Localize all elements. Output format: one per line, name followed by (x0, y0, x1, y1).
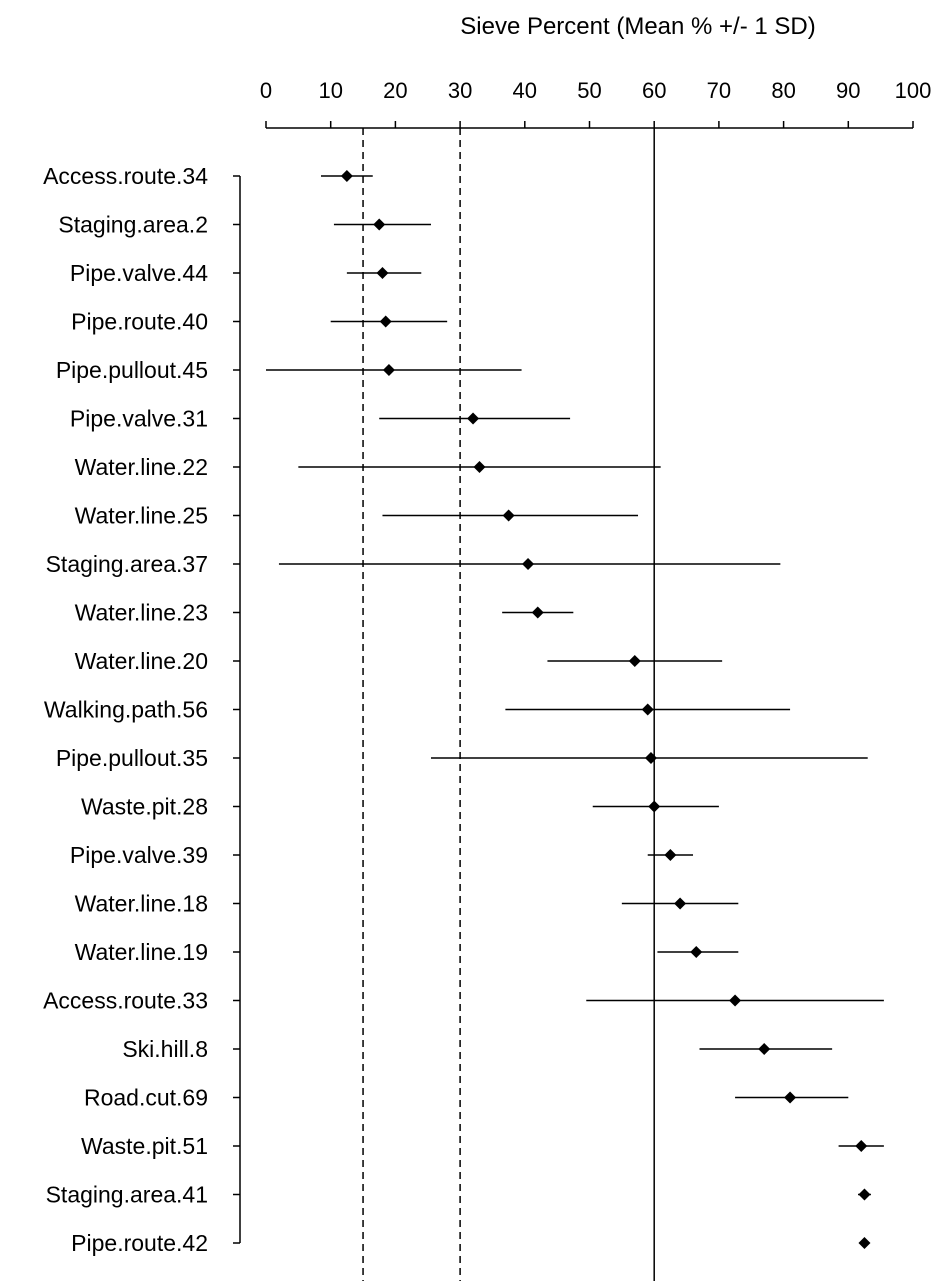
x-tick-label: 70 (707, 78, 731, 103)
category-label: Water.line.23 (75, 600, 208, 626)
category-label: Waste.pit.51 (81, 1133, 208, 1159)
category-label: Walking.path.56 (44, 697, 208, 723)
category-label: Staging.area.41 (46, 1182, 208, 1208)
mean-marker (473, 461, 486, 473)
mean-marker (674, 897, 687, 910)
mean-marker (641, 703, 654, 716)
mean-marker (784, 1091, 797, 1104)
mean-marker (340, 170, 353, 182)
x-tick-label: 0 (260, 78, 272, 103)
data-series (266, 170, 884, 1249)
mean-marker (855, 1140, 868, 1152)
mean-marker (379, 315, 392, 328)
category-label: Water.line.25 (75, 503, 208, 529)
category-label: Access.route.33 (43, 988, 208, 1014)
chart-title: Sieve Percent (Mean % +/- 1 SD) (460, 13, 815, 40)
reference-lines (362, 128, 655, 1281)
x-tick-label: 20 (383, 78, 407, 103)
category-label: Pipe.valve.39 (70, 842, 208, 868)
x-tick-label: 10 (318, 78, 342, 103)
category-label: Staging.area.37 (46, 551, 208, 577)
category-label: Water.line.19 (75, 939, 208, 965)
x-tick-label: 100 (895, 78, 932, 103)
mean-marker (858, 1188, 871, 1201)
mean-marker (664, 849, 677, 861)
category-label: Staging.area.2 (58, 212, 208, 238)
mean-marker (502, 509, 515, 522)
mean-marker (729, 994, 742, 1007)
category-label: Pipe.route.40 (71, 309, 208, 335)
mean-marker (376, 267, 389, 279)
category-label: Pipe.valve.44 (70, 260, 208, 286)
x-tick-label: 40 (513, 78, 537, 103)
mean-marker (531, 606, 544, 619)
category-label: Access.route.34 (43, 163, 208, 189)
category-label: Pipe.valve.31 (70, 406, 208, 432)
category-label: Pipe.pullout.35 (56, 745, 208, 771)
category-label: Water.line.22 (75, 454, 208, 480)
mean-marker (373, 218, 386, 231)
mean-marker (858, 1237, 871, 1249)
category-label: Waste.pit.28 (81, 794, 208, 820)
x-tick-label: 60 (642, 78, 666, 103)
mean-marker (758, 1043, 771, 1055)
category-label: Road.cut.69 (84, 1085, 208, 1111)
x-tick-label: 80 (771, 78, 795, 103)
mean-marker (628, 655, 641, 667)
x-tick-label: 30 (448, 78, 472, 103)
category-label: Water.line.18 (75, 891, 208, 917)
category-label: Water.line.20 (75, 648, 208, 674)
y-axis: Access.route.34 Staging.area.2 Pipe.valve.… (43, 163, 241, 1256)
mean-marker (644, 752, 657, 764)
mean-marker (648, 800, 661, 813)
mean-marker (382, 364, 395, 376)
category-label: Pipe.route.42 (71, 1230, 208, 1256)
category-label: Pipe.pullout.45 (56, 357, 208, 383)
x-tick-label: 90 (836, 78, 860, 103)
category-label: Ski.hill.8 (122, 1036, 208, 1062)
mean-marker (690, 946, 703, 958)
mean-marker (467, 412, 480, 425)
x-axis: 0 10 20 30 40 50 60 70 80 90 100 (260, 78, 932, 129)
mean-marker (522, 558, 535, 570)
x-tick-label: 50 (577, 78, 601, 103)
